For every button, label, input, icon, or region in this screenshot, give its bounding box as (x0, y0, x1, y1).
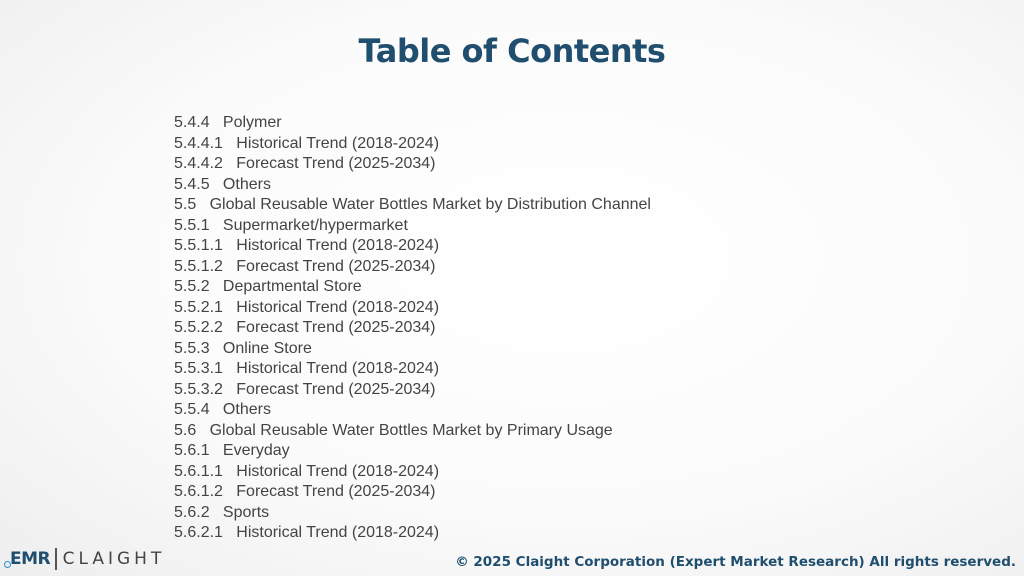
toc-list: 5.4.4 Polymer 5.4.4.1 Historical Trend (… (174, 113, 651, 544)
toc-item: 5.4.4.2 Forecast Trend (2025-2034) (174, 155, 436, 172)
toc-item: 5.6 Global Reusable Water Bottles Market… (174, 421, 613, 439)
toc-item: 5.5.2.1 Historical Trend (2018-2024) (174, 298, 440, 316)
toc-item: 5.5.4 Others (174, 401, 271, 418)
copyright-footer: © 2025 Claight Corporation (Expert Marke… (455, 554, 1016, 570)
logo-emr-text: EMR (10, 549, 51, 569)
toc-item: 5.5.2.2 Forecast Trend (2025-2034) (174, 319, 436, 336)
toc-item: 5.5.3.1 Historical Trend (2018-2024) (174, 360, 440, 377)
toc-item: 5.6.1.2 Forecast Trend (2025-2034) (174, 483, 436, 500)
logo-divider (55, 548, 57, 570)
logo-emr: EMR (4, 549, 51, 569)
toc-item: 5.6.1.1 Historical Trend (2018-2024) (174, 462, 440, 480)
toc-item: 5.5 Global Reusable Water Bottles Market… (174, 196, 651, 213)
logo-claight-text: CLAIGHT (62, 549, 166, 569)
toc-item: 5.5.2 Departmental Store (174, 278, 362, 295)
toc-item: 5.6.2.1 Historical Trend (2018-2024) (174, 524, 440, 541)
toc-item: 5.5.3.2 Forecast Trend (2025-2034) (174, 380, 436, 398)
toc-item: 5.5.1 Supermarket/hypermarket (174, 216, 408, 234)
company-logo: EMR CLAIGHT (4, 546, 165, 572)
logo-dot-icon (4, 561, 11, 568)
toc-item: 5.5.1.1 Historical Trend (2018-2024) (174, 237, 440, 254)
toc-item: 5.6.1 Everyday (174, 442, 290, 459)
toc-item: 5.5.1.2 Forecast Trend (2025-2034) (174, 257, 436, 275)
toc-item: 5.4.4.1 Historical Trend (2018-2024) (174, 134, 440, 152)
toc-item: 5.4.5 Others (174, 175, 271, 193)
toc-item: 5.6.2 Sports (174, 503, 270, 521)
toc-item: 5.5.3 Online Store (174, 339, 312, 357)
page-title: Table of Contents (358, 32, 666, 70)
toc-item: 5.4.4 Polymer (174, 114, 282, 131)
